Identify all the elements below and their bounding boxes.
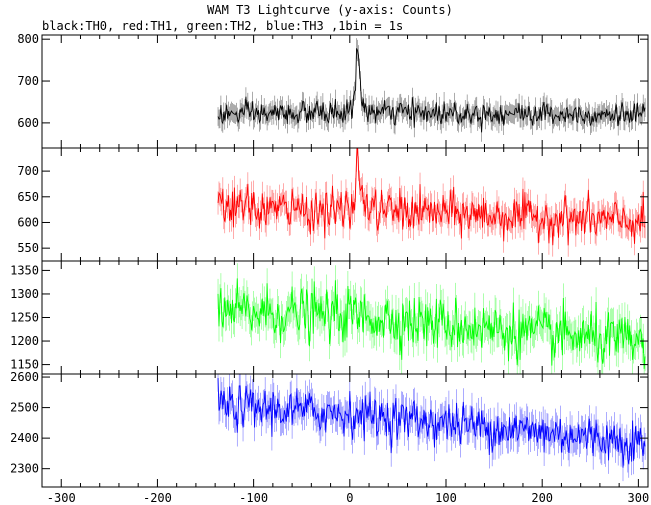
y-tick-label: 2300 (10, 462, 39, 476)
y-tick-label: 2400 (10, 431, 39, 445)
panel-th0: 600 700 800 (17, 32, 649, 149)
y-tick-label: 700 (17, 74, 39, 88)
panels-group: 600 700 800 550 600 650 700 1150 1200 1250 1300 135… (10, 32, 649, 505)
y-tick-label: 1150 (10, 358, 39, 372)
panel-frame-th0 (41, 34, 649, 149)
y-tick-label: 1250 (10, 311, 39, 325)
panel-th1: 550 600 650 700 (17, 147, 649, 262)
chart-subtitle: black:TH0, red:TH1, green:TH2, blue:TH3 … (42, 19, 403, 33)
panel-th3: 2300 2400 2500 2600 (10, 370, 649, 488)
series-errorbars-th3 (217, 374, 646, 482)
y-tick-label: 2500 (10, 401, 39, 415)
chart-title: WAM T3 Lightcurve (y-axis: Counts) (207, 3, 453, 17)
y-tick-label: 800 (17, 32, 39, 46)
series-line-th2 (217, 278, 646, 369)
series-line-th1 (217, 148, 646, 246)
y-tick-label: 1300 (10, 287, 39, 301)
x-tick-label: 0 (346, 491, 353, 505)
x-tick-label: -200 (143, 491, 172, 505)
panel-frame-th2 (41, 260, 649, 375)
x-tick-label: 300 (628, 491, 650, 505)
x-tick-label: -300 (47, 491, 76, 505)
series-line-th0 (217, 48, 646, 133)
y-tick-label: 600 (17, 116, 39, 130)
y-tick-label: 2600 (10, 370, 39, 384)
panel-frame-th3 (41, 373, 649, 488)
y-tick-label: 1200 (10, 334, 39, 348)
panel-th2: 1150 1200 1250 1300 1350 (10, 260, 649, 375)
x-tick-label: 200 (531, 491, 553, 505)
y-tick-label: 1350 (10, 263, 39, 277)
y-tick-label: 700 (17, 164, 39, 178)
x-tick-label: -100 (239, 491, 268, 505)
y-tick-label: 650 (17, 190, 39, 204)
series-line-th3 (217, 378, 646, 468)
y-tick-label: 550 (17, 241, 39, 255)
x-tick-label: 100 (435, 491, 457, 505)
y-tick-label: 600 (17, 215, 39, 229)
series-errorbars-th0 (217, 38, 646, 142)
